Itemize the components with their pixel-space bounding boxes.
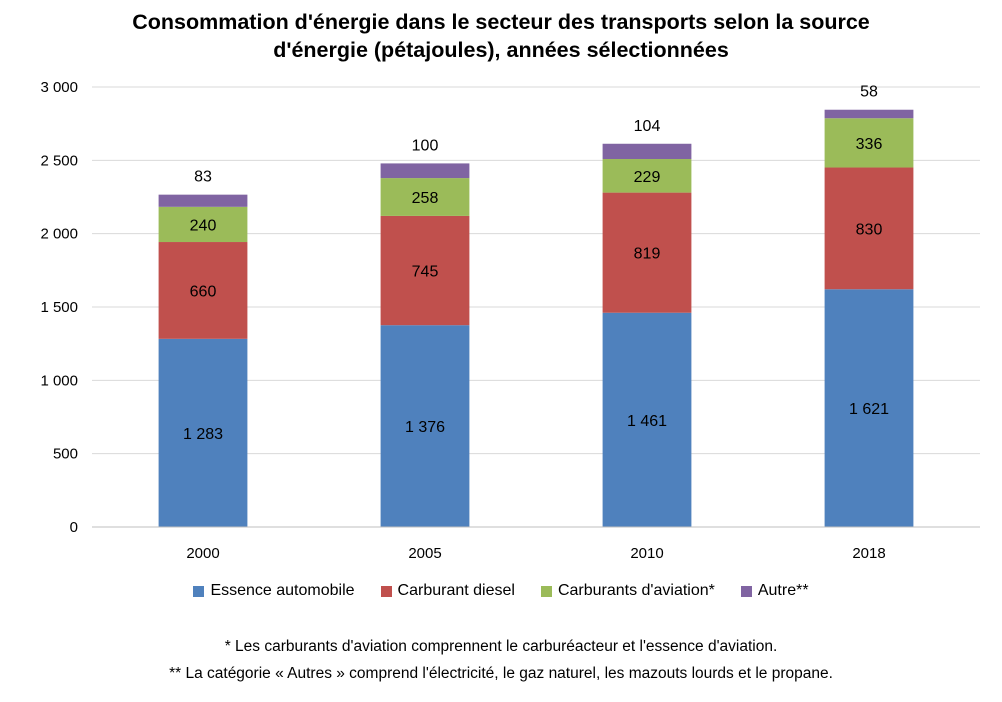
data-labels: 1 283 660 240 83 1 376 745 258 100 1 461 819 229 10… [183, 84, 889, 443]
bar-segment [602, 312, 692, 527]
y-tick-label: 1 000 [40, 372, 78, 389]
bar-segment [158, 206, 248, 243]
chart-title-line-1: Consommation d'énergie dans le secteur d… [132, 10, 870, 34]
y-tick-label: 500 [53, 446, 78, 463]
footnote-autres: ** La catégorie « Autres » comprend l'él… [169, 665, 833, 682]
data-label: 58 [860, 84, 878, 101]
y-tick-label: 0 [70, 519, 78, 536]
legend-item-aviation: Carburants d'aviation* [540, 582, 715, 600]
bar-segment [380, 163, 470, 179]
bar-segment [380, 178, 470, 216]
data-label: 104 [634, 118, 661, 135]
legend-swatch-essence [193, 585, 205, 597]
data-label: 83 [194, 169, 212, 186]
data-label: 830 [856, 221, 883, 238]
y-tick-label: 3 000 [40, 79, 78, 96]
legend-label-essence: Essence automobile [210, 582, 355, 599]
data-label: 100 [412, 137, 439, 154]
data-label: 336 [856, 136, 883, 153]
data-label: 240 [190, 217, 217, 234]
bars [158, 109, 914, 527]
legend-item-essence: Essence automobile [193, 582, 355, 600]
bar-segment [158, 242, 248, 339]
y-tick-label: 2 500 [40, 152, 78, 169]
data-label: 660 [190, 283, 217, 300]
bar-segment [602, 143, 692, 160]
data-label: 1 621 [849, 401, 889, 418]
x-tick-label: 2010 [630, 545, 663, 562]
legend-label-autre: Autre** [757, 582, 809, 599]
bar-segment [158, 338, 248, 527]
bar-segment [824, 109, 914, 119]
x-axis: 2000 2005 2010 2018 [92, 526, 980, 562]
legend-item-diesel: Carburant diesel [380, 582, 515, 600]
data-label: 1 376 [405, 419, 445, 436]
bar-segment [824, 118, 914, 168]
legend-swatch-aviation [540, 585, 552, 597]
y-axis: 0 500 1 000 1 500 2 000 2 500 3 000 [40, 79, 78, 536]
bar-segment [380, 215, 470, 326]
x-tick-label: 2005 [408, 545, 441, 562]
bar-segment [380, 325, 470, 527]
bar-segment [824, 167, 914, 290]
y-tick-label: 1 500 [40, 299, 78, 316]
legend-swatch-autre [740, 585, 752, 597]
data-label: 819 [634, 246, 661, 263]
data-label: 1 461 [627, 413, 667, 430]
data-label: 229 [634, 169, 661, 186]
legend-swatch-diesel [380, 585, 392, 597]
bar-segment [158, 194, 248, 207]
y-tick-label: 2 000 [40, 226, 78, 243]
chart-title-line-2: d'énergie (pétajoules), années sélection… [273, 38, 729, 62]
legend-label-aviation: Carburants d'aviation* [557, 582, 715, 599]
bar-segment [602, 159, 692, 193]
bar-segment [602, 192, 692, 313]
legend-label-diesel: Carburant diesel [397, 582, 515, 599]
footnote-aviation: * Les carburants d'aviation comprennent … [224, 638, 778, 655]
x-tick-label: 2000 [186, 545, 219, 562]
chart-title: Consommation d'énergie dans le secteur d… [0, 8, 1002, 64]
data-label: 258 [412, 190, 439, 207]
bar-segment [824, 289, 914, 527]
data-label: 745 [412, 264, 439, 281]
stacked-bar-chart: 0 500 1 000 1 500 2 000 2 500 3 000 1 283 660 24… [40, 79, 980, 562]
legend: Essence automobile Carburant diesel Carb… [0, 582, 1002, 600]
legend-item-autre: Autre** [740, 582, 809, 600]
x-tick-label: 2018 [852, 545, 885, 562]
data-label: 1 283 [183, 426, 223, 443]
